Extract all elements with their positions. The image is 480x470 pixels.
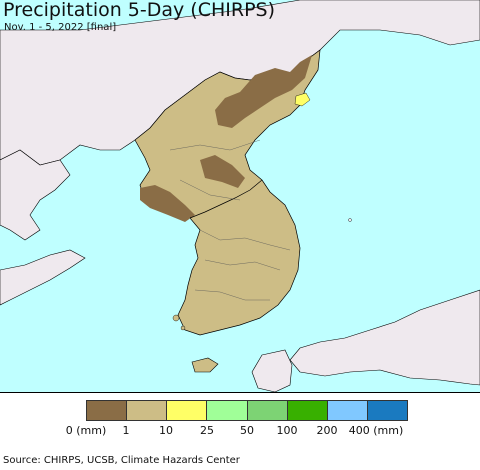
dry-area-northeast (215, 55, 312, 128)
legend-colorbar (86, 400, 408, 421)
legend-swatch (87, 401, 128, 420)
legend-tick-label: 200 (316, 424, 338, 437)
page-subtitle: Nov. 1 - 5, 2022 [final] (4, 22, 117, 33)
dry-area-central (200, 155, 245, 188)
page-title: Precipitation 5-Day (CHIRPS) (3, 0, 276, 21)
province-lines (169, 139, 291, 301)
island (180, 325, 186, 331)
legend-tick-label: 100 (276, 424, 298, 437)
legend-tick-label: 1 (122, 424, 130, 437)
island (348, 218, 352, 222)
island (172, 314, 180, 322)
map-area (0, 0, 480, 393)
legend-swatch (367, 401, 407, 420)
legend-tick-label: 400 (mm) (348, 424, 404, 437)
legend-swatch (327, 401, 368, 420)
shandong-peninsula (0, 249, 86, 306)
jeju-island (191, 357, 219, 373)
wet-spot-northeast (294, 92, 311, 107)
japan-kyushu (251, 349, 293, 392)
legend-swatch (287, 401, 328, 420)
dmz-border (189, 179, 263, 219)
legend-swatch (207, 401, 248, 420)
legend-tick-label: 50 (240, 424, 254, 437)
source-credit: Source: CHIRPS, UCSB, Climate Hazards Ce… (3, 455, 240, 466)
dry-area-west (140, 185, 195, 222)
legend-swatch (127, 401, 168, 420)
legend-swatch (247, 401, 288, 420)
japan-honshu (289, 289, 480, 386)
legend-swatch (167, 401, 208, 420)
legend-tick-label: 0 (mm) (65, 424, 107, 437)
liaodong-peninsula (0, 149, 71, 241)
legend-tick-label: 10 (159, 424, 173, 437)
precipitation-map (0, 0, 480, 392)
legend-tick-label: 25 (200, 424, 214, 437)
